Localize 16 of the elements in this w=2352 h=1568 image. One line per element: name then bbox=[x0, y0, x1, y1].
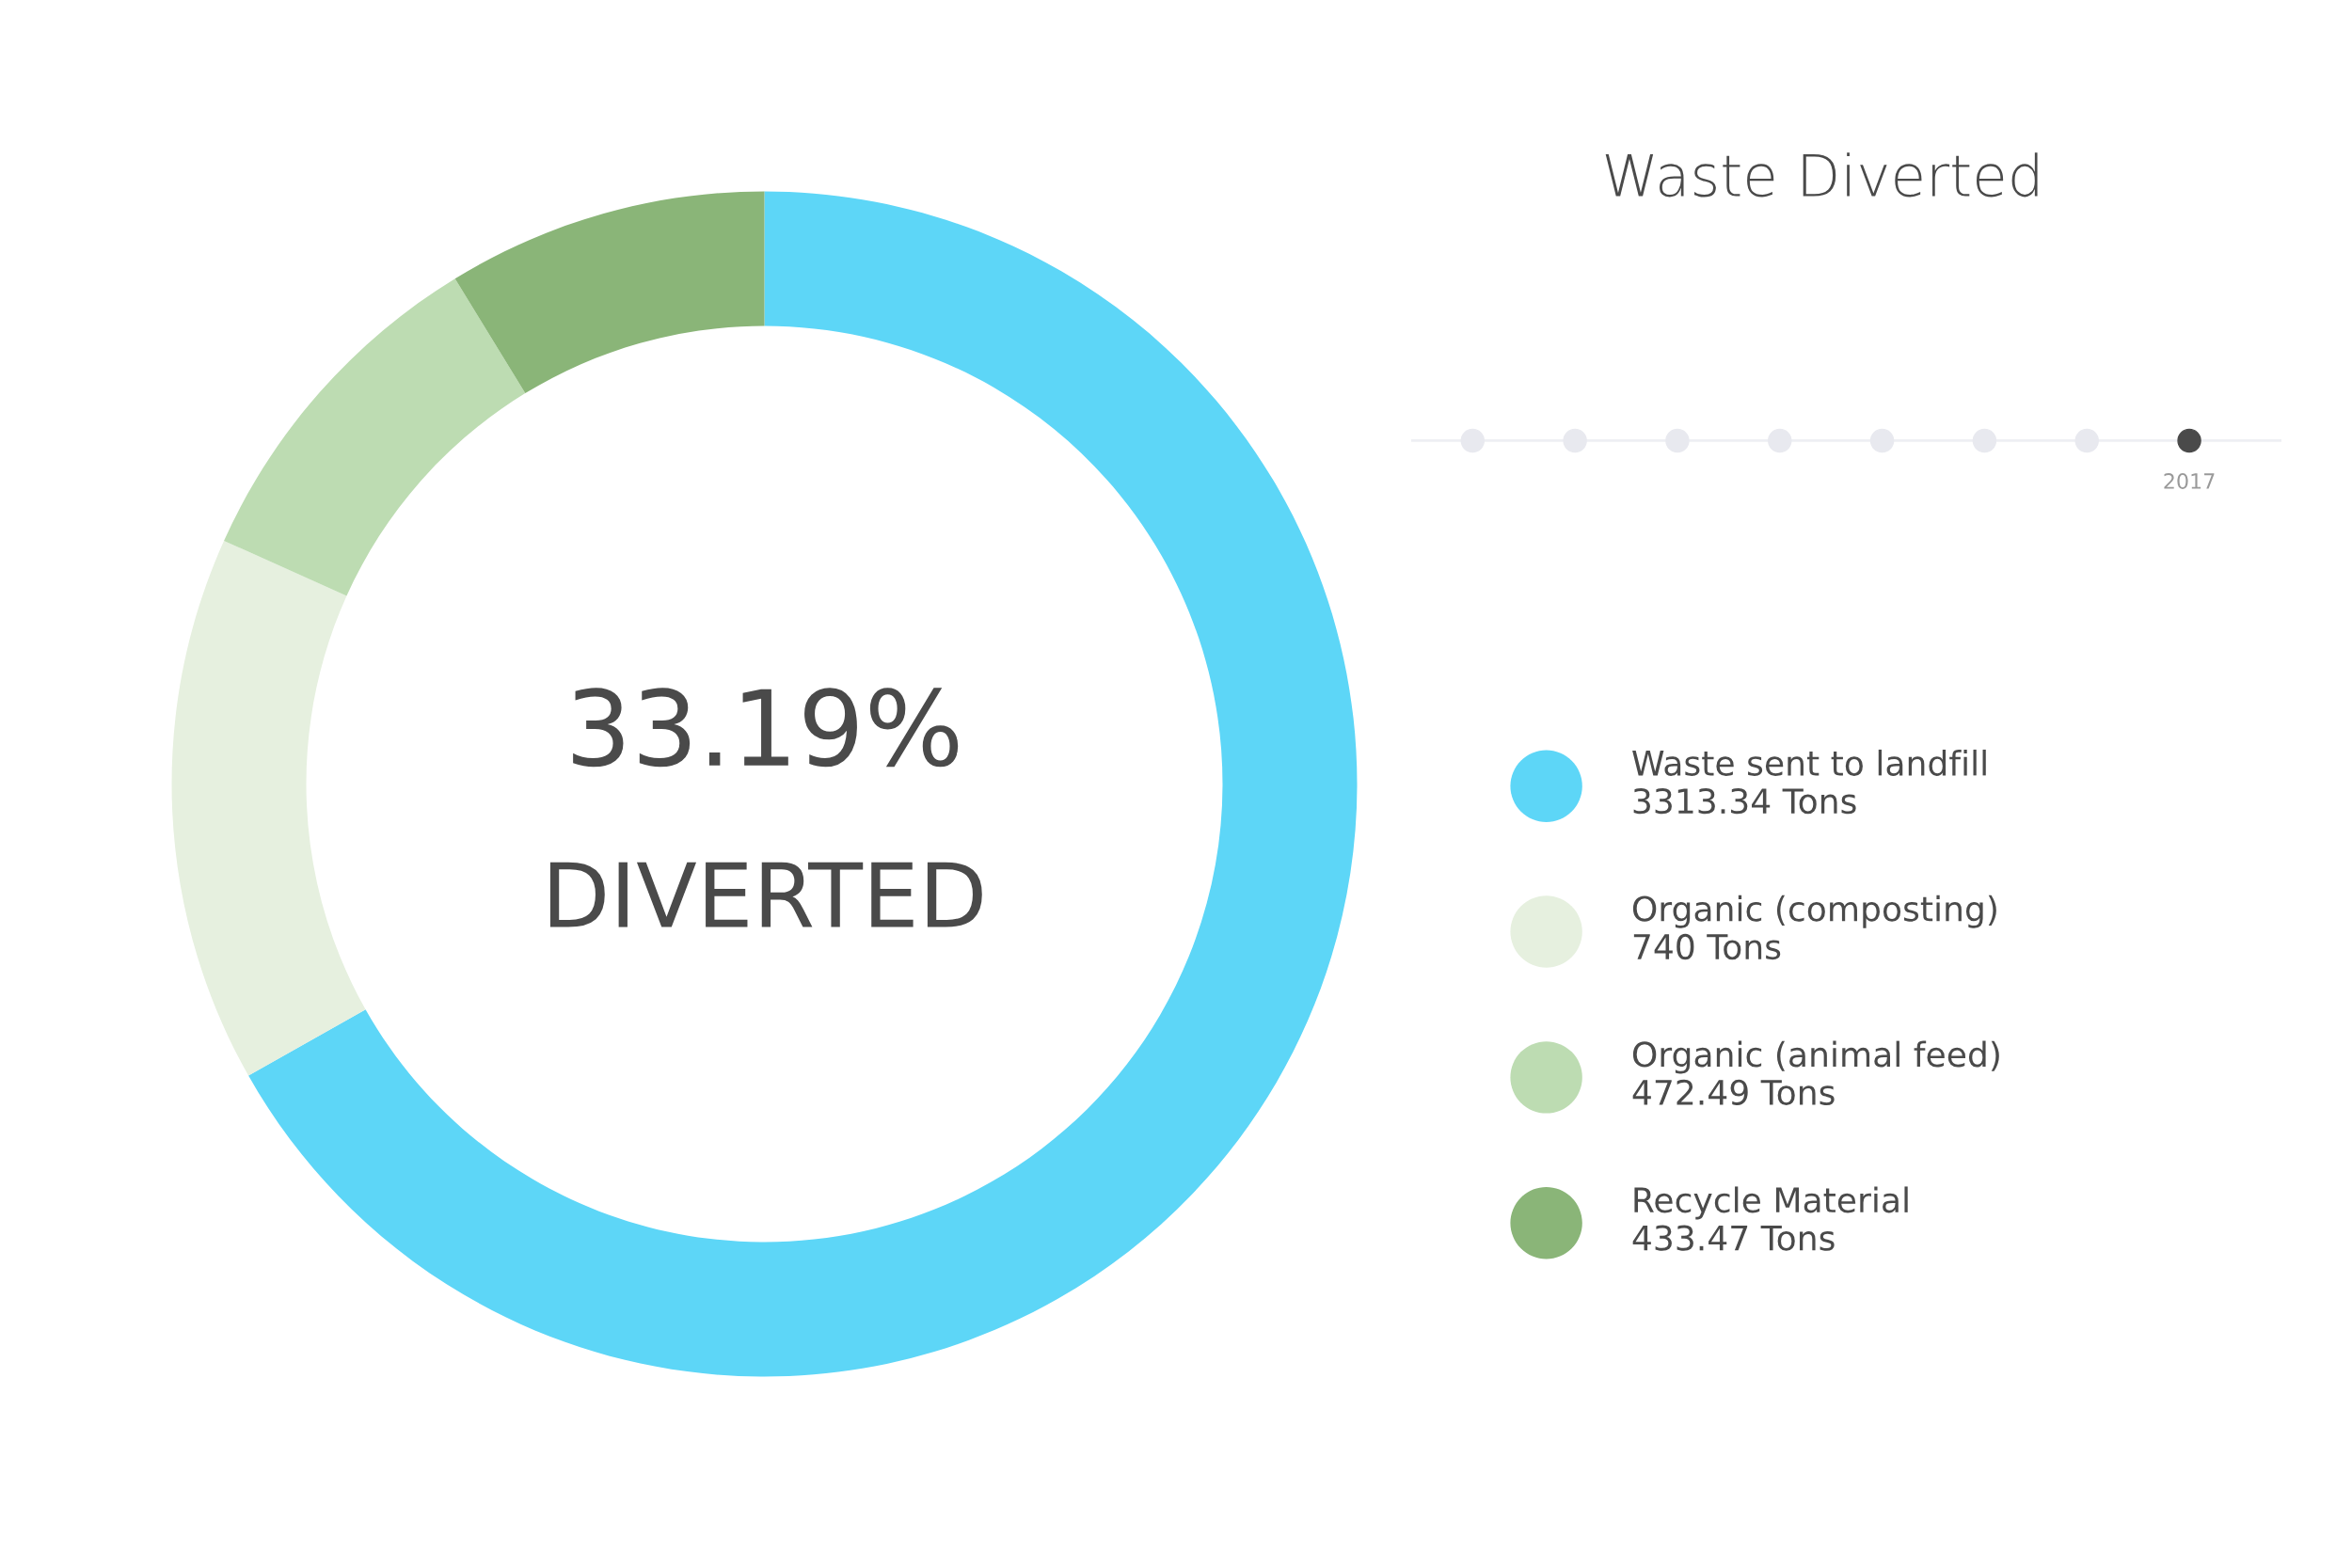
donut-slice bbox=[224, 278, 526, 596]
donut-slice bbox=[454, 191, 765, 394]
text: DIVERTED bbox=[549, 862, 982, 927]
chart-title: Waste Diverted bbox=[1605, 152, 2038, 198]
text: 33.19% bbox=[573, 688, 959, 768]
legend-label: Organic (animal feed) bbox=[1632, 1040, 1999, 1074]
legend-label: Recycle Material bbox=[1634, 1186, 1908, 1220]
text: 2017 bbox=[2164, 473, 2215, 489]
legend-label: Organic (composting) bbox=[1632, 895, 1996, 928]
data-label: 740 Tons bbox=[1633, 933, 1781, 960]
data-label: 433.47 Tons bbox=[1632, 1225, 1835, 1251]
donut-slice bbox=[171, 540, 366, 1076]
data-label: 3313.34 Tons bbox=[1633, 788, 1856, 815]
data-label: 472.49 Tons bbox=[1632, 1079, 1835, 1105]
donut-slice bbox=[248, 191, 1358, 1377]
legend-label: Waste sent to landfill bbox=[1632, 749, 1986, 776]
